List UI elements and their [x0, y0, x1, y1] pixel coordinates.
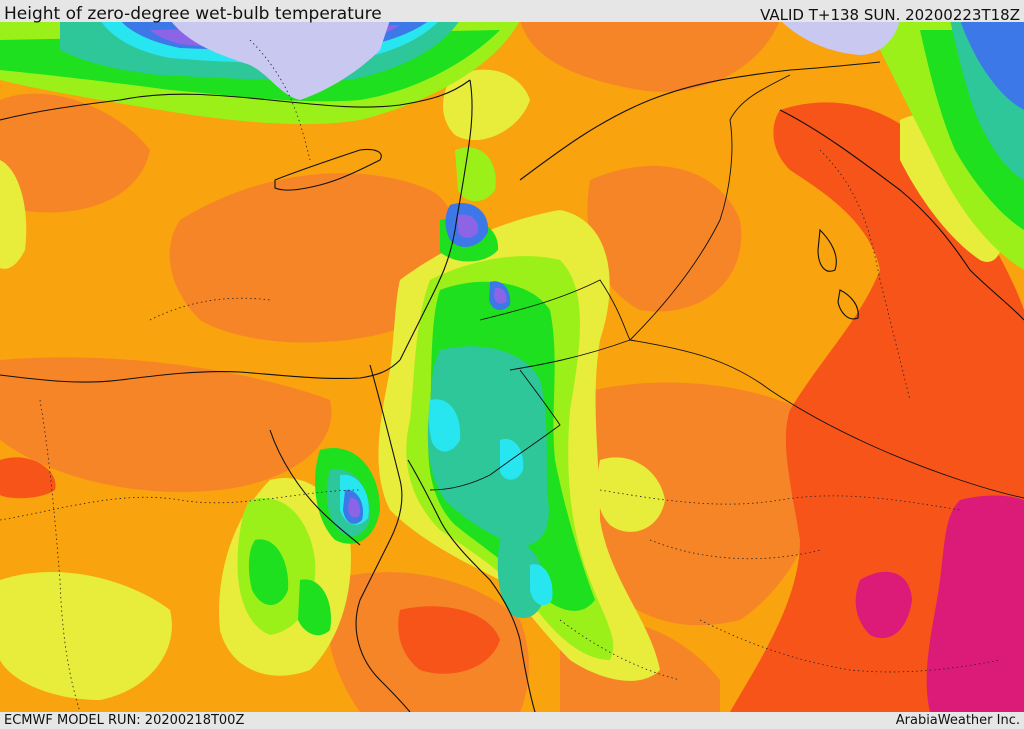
political-borders [429, 74, 1024, 499]
coastlines [0, 61, 1024, 712]
weather-map[interactable] [0, 20, 1024, 712]
dotted-boundaries [0, 39, 1001, 712]
header-bar: Height of zero-degree wet-bulb temperatu… [0, 0, 1024, 24]
footer-bar: ECMWF MODEL RUN: 20200218T00Z ArabiaWeat… [0, 712, 1024, 729]
field-orange [0, 20, 826, 712]
valid-time: VALID T+138 SUN. 20200223T18Z [760, 6, 1020, 24]
field-lavender [170, 20, 900, 100]
model-run-label: ECMWF MODEL RUN: 20200218T00Z [4, 713, 245, 728]
field-magenta [855, 495, 1024, 712]
map-title: Height of zero-degree wet-bulb temperatu… [4, 4, 382, 24]
credit-label: ArabiaWeather Inc. [895, 713, 1020, 728]
